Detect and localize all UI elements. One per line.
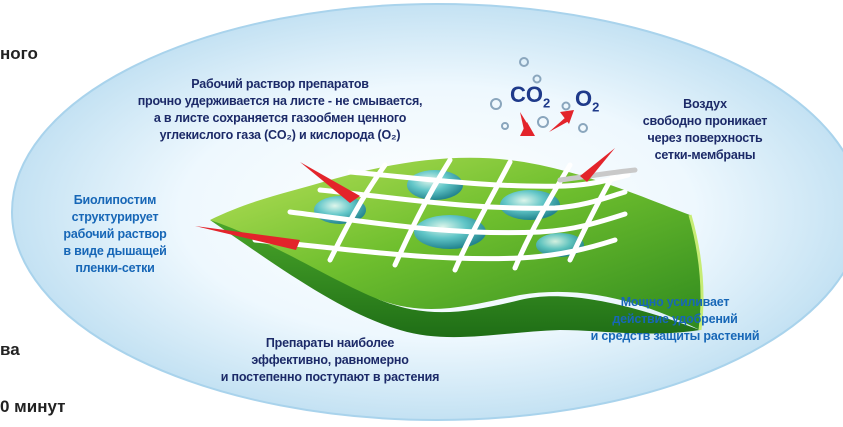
- label-right-top: Воздух свободно проникает через поверхно…: [642, 97, 768, 162]
- membrane-net: [252, 157, 631, 273]
- membrane-net-shadow: [557, 167, 638, 183]
- cropped-text-bottom: 0 минут: [0, 397, 66, 416]
- cropped-text-middle: ва: [0, 340, 20, 359]
- label-left: Биолипостим структурирует рабочий раство…: [63, 193, 167, 275]
- label-right-bottom: Мощно усиливает действие удобрений и сре…: [590, 295, 760, 343]
- label-bottom-center: Препараты наиболее эффективно, равномерн…: [220, 336, 440, 384]
- air-bubbles: [490, 57, 588, 133]
- leaf-rim: [688, 214, 704, 331]
- co2-label: CO2: [510, 82, 551, 111]
- cropped-text-top: ного: [0, 44, 38, 63]
- label-top-center: Рабочий раствор препаратов прочно удержи…: [137, 77, 423, 142]
- red-arrows: [195, 110, 615, 250]
- o2-label: O2: [575, 86, 600, 115]
- leaf-underside: [210, 220, 700, 338]
